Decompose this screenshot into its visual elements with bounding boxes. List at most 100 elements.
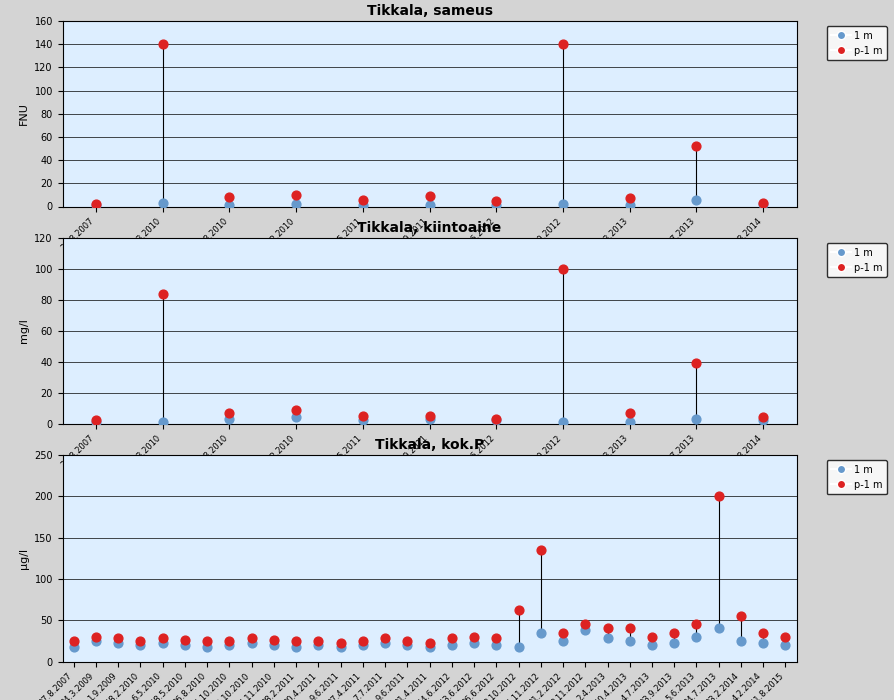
Point (311, 639, 325, 650)
Point (467, 638, 481, 649)
Y-axis label: FNU: FNU (19, 102, 29, 125)
Point (156, 197, 170, 209)
Point (111, 633, 125, 644)
Point (244, 638, 258, 649)
Point (355, 410, 369, 421)
Point (266, 634, 281, 645)
Point (622, 407, 637, 419)
Point (644, 639, 658, 650)
Point (711, 623, 725, 634)
Point (289, 636, 303, 647)
Point (200, 641, 215, 652)
Point (400, 636, 414, 647)
Point (355, 415, 369, 426)
Point (222, 407, 236, 419)
Point (156, 38, 170, 50)
Point (289, 412, 303, 423)
Point (688, 631, 703, 643)
Legend: 1 m, p-1 m: 1 m, p-1 m (825, 460, 886, 494)
Point (355, 194, 369, 205)
Point (156, 633, 170, 644)
Point (755, 197, 770, 209)
Point (289, 404, 303, 415)
Point (289, 189, 303, 200)
Point (489, 195, 503, 206)
Point (622, 623, 637, 634)
Point (111, 638, 125, 649)
Title: Tikkala, sameus: Tikkala, sameus (367, 4, 492, 18)
Point (555, 199, 569, 210)
Point (200, 636, 215, 647)
Point (156, 288, 170, 300)
Point (222, 192, 236, 203)
Point (89, 199, 103, 210)
Point (266, 639, 281, 650)
Point (89, 415, 103, 426)
Point (355, 639, 369, 650)
Point (66, 636, 80, 647)
Point (489, 199, 503, 211)
Point (178, 639, 192, 650)
Point (222, 639, 236, 650)
Point (733, 636, 747, 647)
Point (222, 636, 236, 647)
Point (222, 199, 236, 211)
Point (666, 627, 680, 638)
Point (333, 641, 348, 652)
Point (89, 416, 103, 428)
Point (755, 638, 770, 649)
Point (622, 636, 637, 647)
Point (156, 638, 170, 649)
Point (733, 610, 747, 622)
Point (555, 416, 569, 428)
Point (555, 263, 569, 274)
Point (489, 633, 503, 644)
Point (778, 639, 792, 650)
Point (688, 619, 703, 630)
Point (355, 636, 369, 647)
Point (755, 412, 770, 423)
Point (422, 199, 436, 211)
Point (467, 631, 481, 643)
Point (422, 190, 436, 202)
Point (688, 358, 703, 369)
Title: Tikkala, kiintoaine: Tikkala, kiintoaine (357, 221, 502, 235)
Point (755, 199, 770, 210)
Point (555, 636, 569, 647)
Point (222, 413, 236, 424)
Legend: 1 m, p-1 m: 1 m, p-1 m (825, 243, 886, 277)
Point (622, 416, 637, 428)
Point (666, 638, 680, 649)
Point (688, 194, 703, 205)
Point (622, 199, 637, 211)
Point (688, 413, 703, 424)
Point (510, 641, 525, 652)
Point (510, 605, 525, 616)
Point (755, 415, 770, 426)
Point (133, 636, 148, 647)
Point (533, 627, 547, 638)
Point (444, 633, 459, 644)
Point (178, 634, 192, 645)
Point (778, 631, 792, 643)
Y-axis label: mg/l: mg/l (19, 318, 29, 343)
Point (311, 636, 325, 647)
Point (422, 413, 436, 424)
Point (400, 639, 414, 650)
Point (377, 638, 392, 649)
Point (355, 199, 369, 211)
Point (533, 545, 547, 556)
Point (489, 413, 503, 424)
Point (622, 193, 637, 204)
Point (444, 639, 459, 650)
Point (422, 641, 436, 652)
Legend: 1 m, p-1 m: 1 m, p-1 m (825, 26, 886, 60)
Point (377, 633, 392, 644)
Point (600, 633, 614, 644)
Point (66, 641, 80, 652)
Y-axis label: µg/l: µg/l (19, 547, 29, 569)
Point (688, 141, 703, 152)
Point (578, 624, 592, 636)
Point (89, 199, 103, 211)
Point (578, 619, 592, 630)
